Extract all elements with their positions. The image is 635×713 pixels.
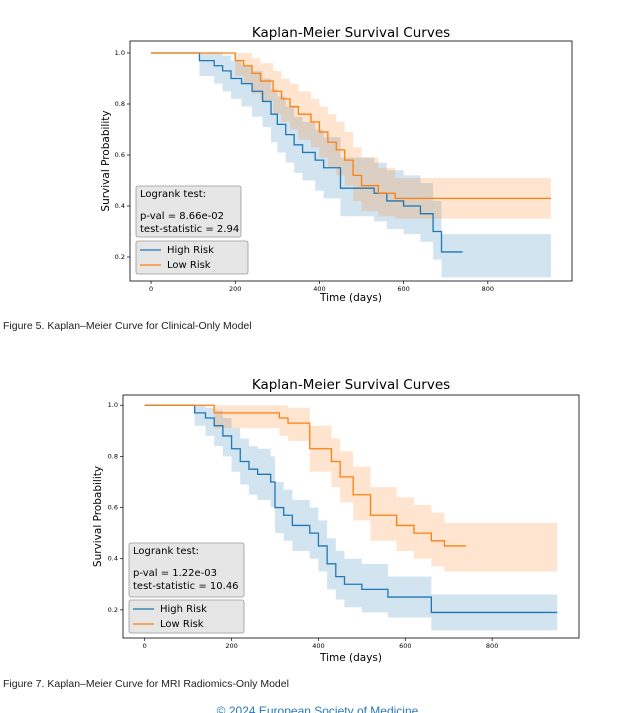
confidence-band [151,52,551,278]
x-tick-label: 200 [225,642,237,650]
confidence-band [151,52,551,219]
y-tick-label: 0.4 [108,555,118,563]
y-tick-label: 0.8 [115,100,125,108]
survival-curve [151,52,463,253]
x-axis-label: Time (days) [319,292,382,304]
survival-curve [144,404,558,614]
annotation-text: p-val = 1.22e-03 [133,568,217,579]
caption: Figure 5. Kaplan–Meier Curve for Clinica… [3,320,252,332]
x-tick-label: 0 [143,642,147,650]
plot-frame [122,394,580,639]
x-tick-label: 400 [312,642,324,650]
legend-label: High Risk [160,604,207,615]
y-tick-label: 0.8 [108,452,118,460]
x-tick-label: 800 [486,642,498,650]
y-axis-label: Survival Probability [100,110,112,211]
annotation-box [128,542,245,598]
x-tick-label: 600 [399,642,411,650]
y-tick-label: 0.6 [108,504,118,512]
x-tick-label: 0 [149,285,153,293]
legend-label: Low Risk [167,260,211,271]
footer: © 2024 European Society of Medicine [216,704,419,713]
annotation-text: Logrank test: [140,189,206,200]
survival-curve [151,52,551,200]
annotation-text: test-statistic = 2.94 [140,224,239,235]
annotation-box [135,185,242,238]
annotation-text: Logrank test: [133,546,199,557]
legend-box [135,240,249,275]
confidence-band [144,405,558,572]
y-tick-label: 0.2 [115,253,125,261]
y-tick-label: 1.0 [115,49,125,57]
legend-box [128,599,245,634]
legend-label: Low Risk [160,619,204,630]
caption: Figure 7. Kaplan–Meier Curve for MRI Rad… [3,678,289,690]
chart-title: Kaplan-Meier Survival Curves [252,377,450,393]
y-tick-label: 0.6 [115,151,125,159]
y-axis-label: Survival Probability [92,466,104,567]
y-tick-label: 0.4 [115,202,125,210]
x-tick-label: 200 [229,285,241,293]
annotation-text: test-statistic = 10.46 [133,581,239,592]
chart-title: Kaplan-Meier Survival Curves [252,25,450,41]
y-tick-label: 1.0 [108,401,118,409]
x-tick-label: 800 [482,285,494,293]
plot-frame [129,40,573,282]
y-tick-label: 0.2 [108,606,118,614]
x-axis-label: Time (days) [319,652,382,664]
annotation-text: p-val = 8.66e-02 [140,211,224,222]
x-tick-label: 600 [397,285,409,293]
x-tick-label: 400 [313,285,325,293]
legend-label: High Risk [167,245,214,256]
survival-curve [144,404,467,547]
